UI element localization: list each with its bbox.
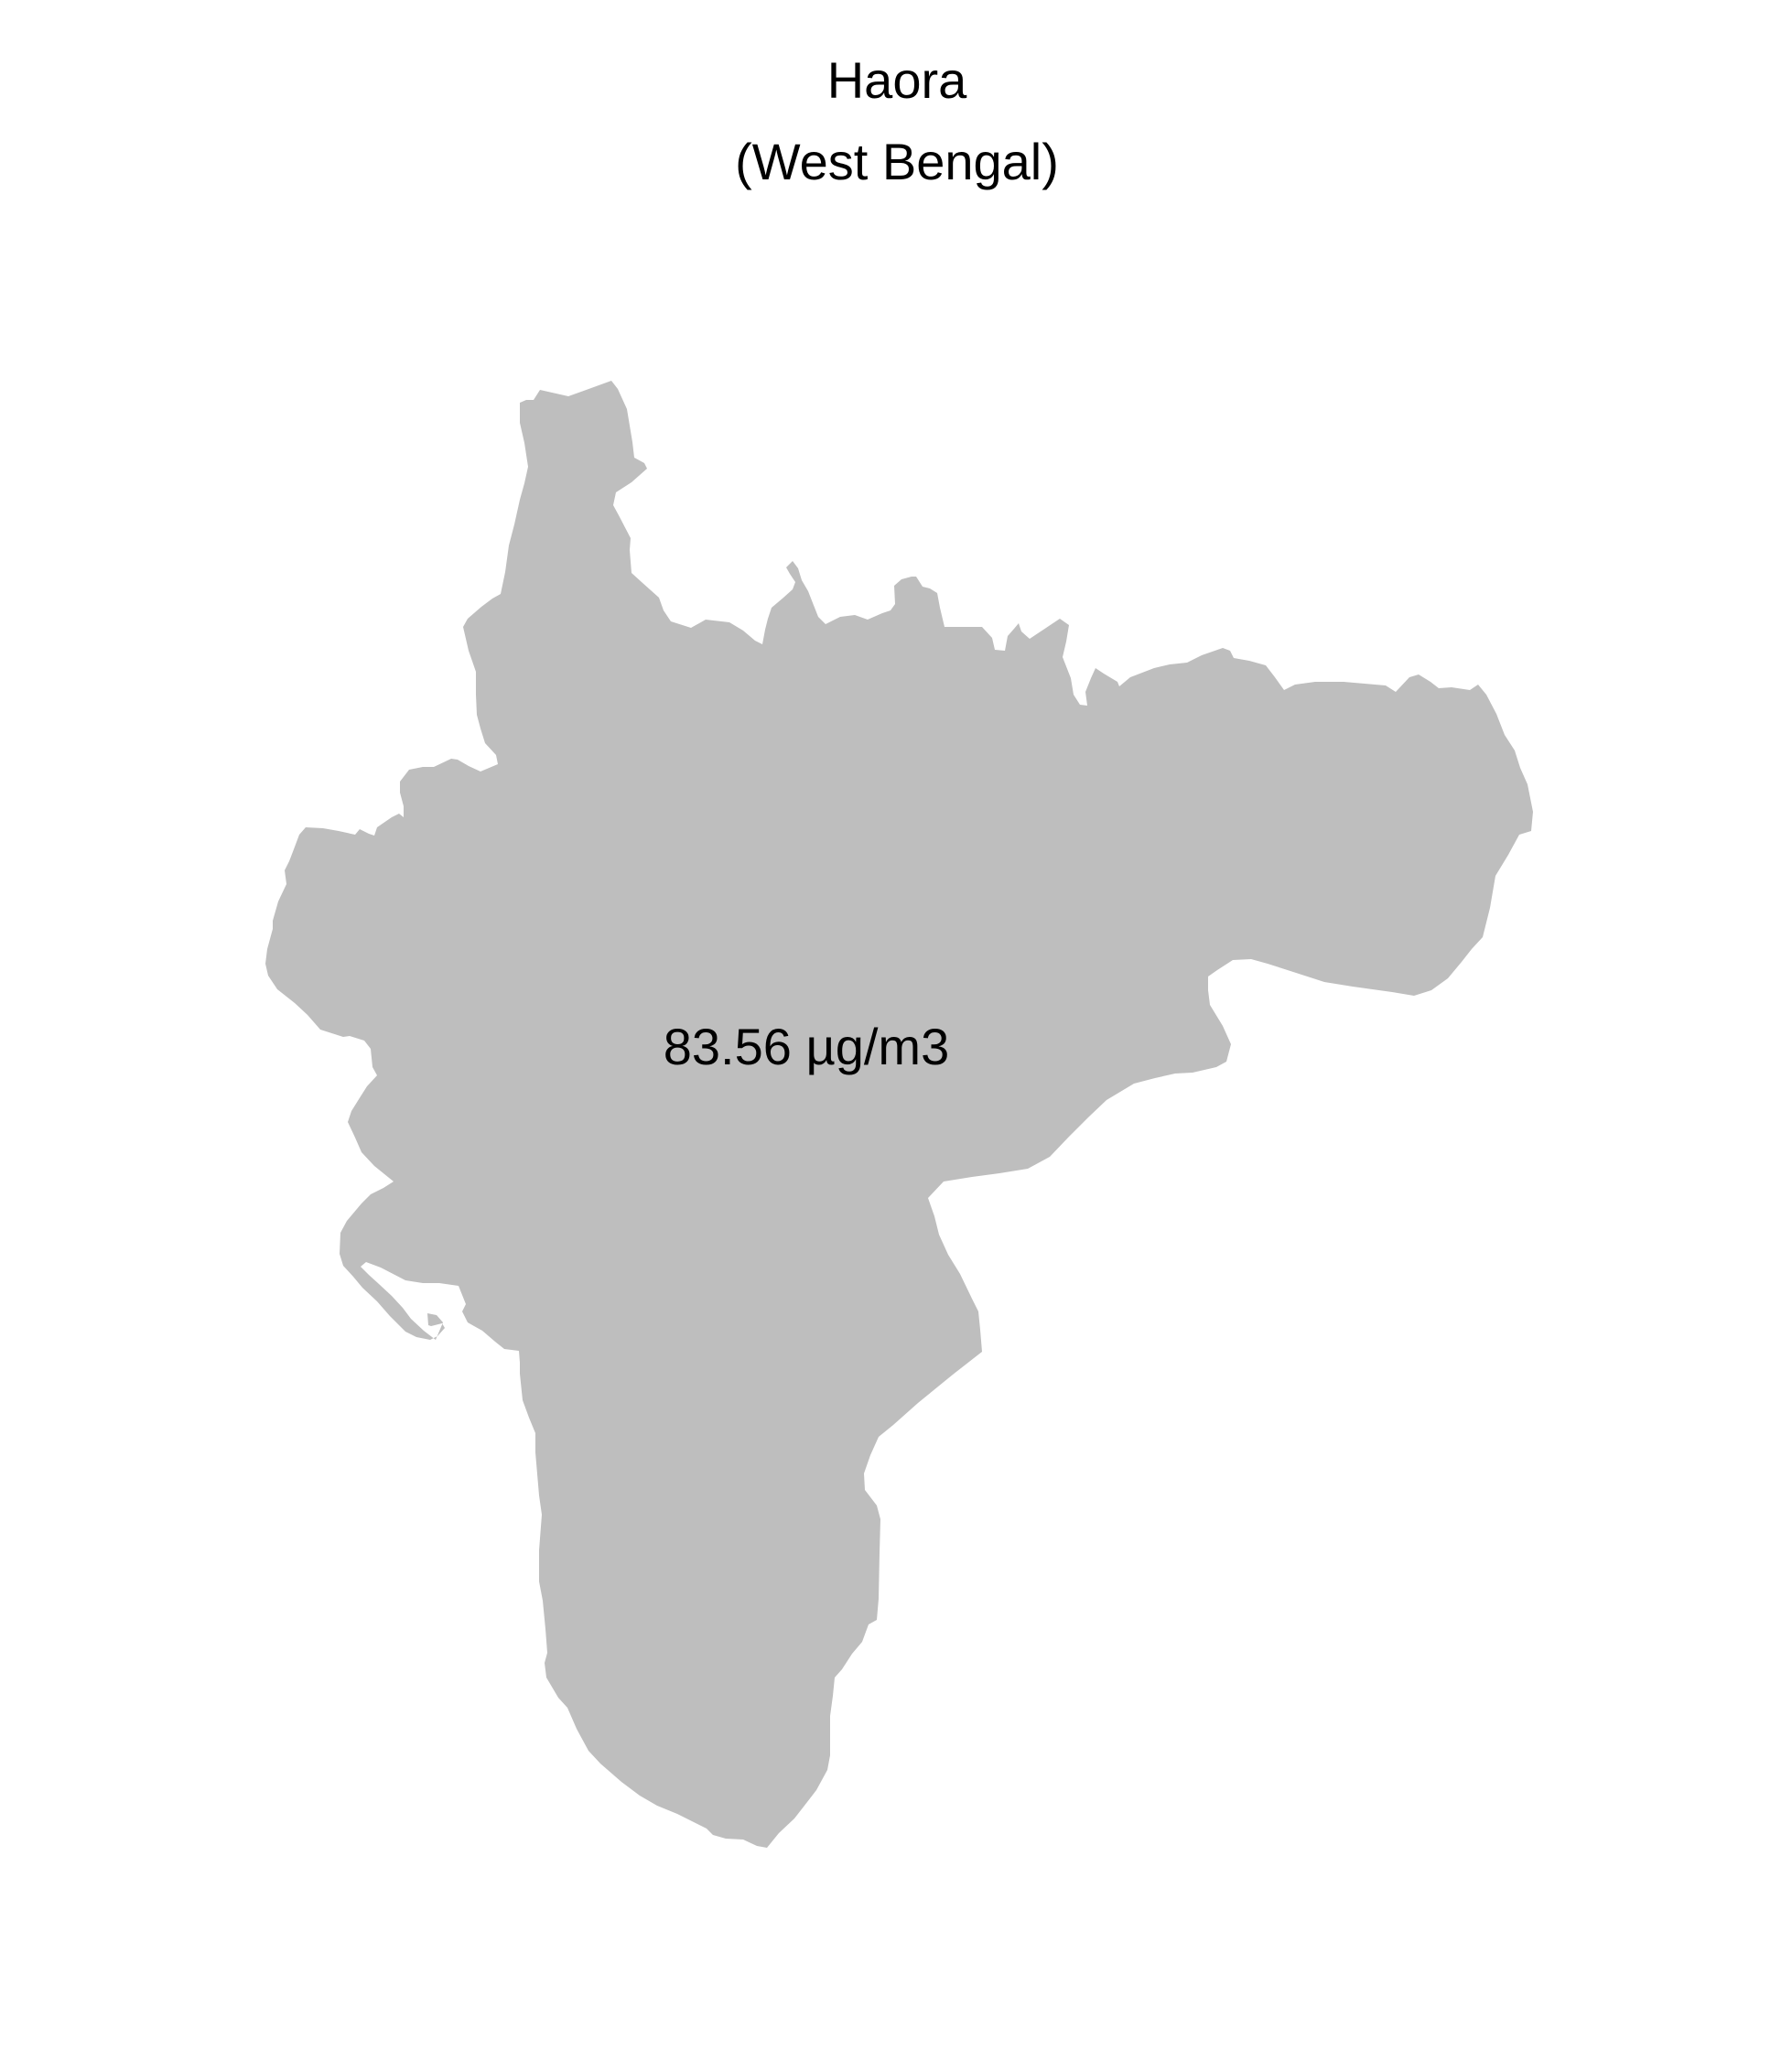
district-haora-shape bbox=[265, 381, 1533, 1848]
map-subtitle: (West Bengal) bbox=[735, 133, 1059, 190]
district-value-label: 83.56 µg/m3 bbox=[664, 1018, 949, 1075]
map-title: Haora bbox=[827, 51, 967, 109]
